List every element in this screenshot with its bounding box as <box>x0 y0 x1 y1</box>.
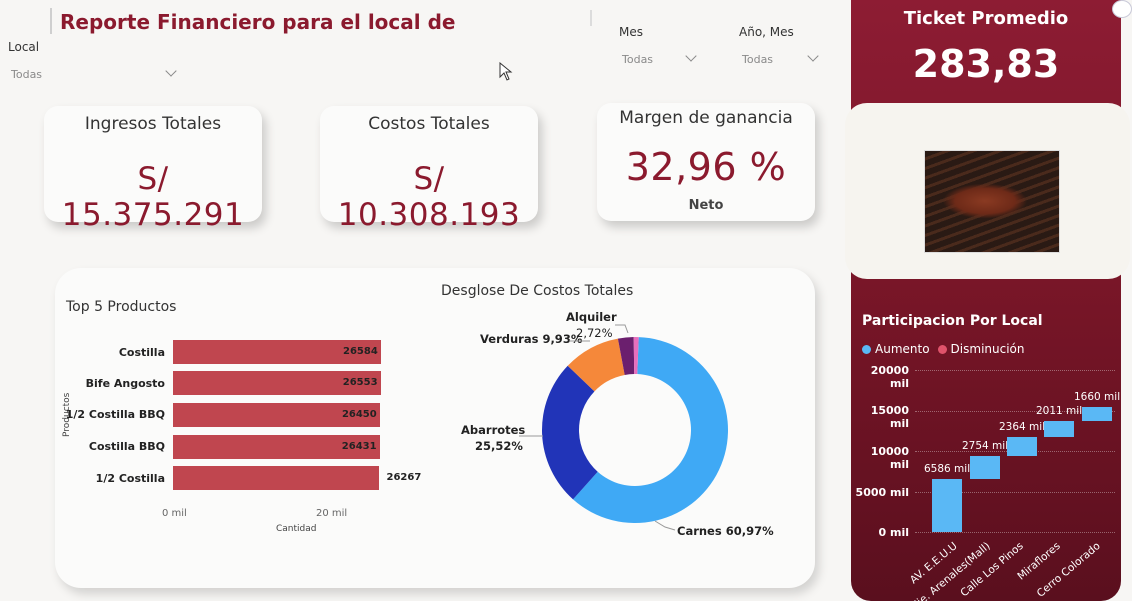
donut-label-verduras: Verduras 9,93% <box>480 332 583 346</box>
waterfall-value-label: 2364 mil <box>999 421 1046 434</box>
mes-slicer-value[interactable]: Todas <box>622 53 654 66</box>
legend-decrease-marker <box>937 344 947 354</box>
bar[interactable] <box>173 435 380 459</box>
donut-slice-verduras[interactable] <box>567 338 625 392</box>
bar[interactable] <box>173 371 381 395</box>
local-slicer-value[interactable]: Todas <box>11 68 43 81</box>
x-tick-label: 20 mil <box>316 508 348 519</box>
chevron-down-icon[interactable] <box>165 65 177 77</box>
kpi-title: Margen de ganancia <box>619 108 793 128</box>
right-panel <box>851 0 1121 601</box>
bottom-panel <box>55 268 815 588</box>
anio-mes-slicer-label: Año, Mes <box>739 25 794 39</box>
waterfall-value-label: 2754 mil <box>962 440 1009 453</box>
bar-category: 1/2 Costilla <box>95 472 165 485</box>
legend-increase: Aumento <box>875 342 930 356</box>
bar-category: Costilla BBQ <box>88 440 165 453</box>
donut-slice-alquiler[interactable] <box>617 337 635 375</box>
kpi-value: 32,96 % <box>625 145 787 189</box>
donut-label-carnes: Carnes 60,97% <box>677 524 774 538</box>
donut-label-alquiler: Alquiler <box>566 310 617 324</box>
mes-slicer[interactable]: Mes Todas <box>619 25 704 71</box>
bar[interactable] <box>173 340 381 364</box>
donut-slice-carnes[interactable] <box>573 337 728 523</box>
top5-title: Top 5 Productos <box>66 299 177 315</box>
donut-slice-abarrotes[interactable] <box>542 365 598 500</box>
waterfall-bar[interactable] <box>932 478 962 532</box>
donut-label-alquiler-pct: 2,72% <box>576 326 613 340</box>
costs-breakdown-title: Desglose De Costos Totales <box>441 283 634 299</box>
page-title: Reporte Financiero para el local de <box>60 10 456 34</box>
bar-value-label: 26431 <box>341 441 377 452</box>
legend: Aumento Disminución <box>862 342 1025 356</box>
waterfall-value-label: 6586 mil <box>924 462 971 475</box>
chevron-down-icon[interactable] <box>685 50 697 62</box>
grid-line <box>915 492 1115 493</box>
bar[interactable] <box>173 403 380 427</box>
donut-label-abarrotes-pct: 25,52% <box>475 439 523 453</box>
waterfall-bar[interactable] <box>970 456 1000 479</box>
waterfall-value-label: 2011 mil <box>1036 404 1083 417</box>
y-tick-label: 15000 mil <box>870 404 909 430</box>
participacion-title: Participacion Por Local <box>862 313 1043 329</box>
local-slicer-label: Local <box>8 40 40 54</box>
kpi-card-margen: Margen de ganancia 32,96 % Neto <box>597 103 815 221</box>
settings-icon[interactable] <box>1112 0 1132 18</box>
kpi-card-ingresos: Ingresos Totales S/ 15.375.291 <box>44 106 262 233</box>
kpi-value: S/ 15.375.291 <box>61 161 245 233</box>
bar-category: 1/2 Costilla BBQ <box>65 408 165 421</box>
donut-slice-otros[interactable] <box>633 337 639 375</box>
bar-value-label: 26267 <box>386 472 422 483</box>
ticket-value: 283,83 <box>912 42 1060 86</box>
chevron-down-icon[interactable] <box>807 50 819 62</box>
legend-increase-marker <box>862 344 871 354</box>
grid-line <box>915 532 1115 533</box>
kpi-title: Ingresos Totales <box>84 114 222 134</box>
cursor-icon <box>499 61 513 86</box>
bar[interactable] <box>173 466 379 490</box>
y-tick-label: 10000 mil <box>870 445 909 471</box>
local-slicer[interactable]: Local Todas <box>8 40 183 86</box>
waterfall-value-label: 1660 mil <box>1074 391 1121 404</box>
kpi-card-costos: Costos Totales S/ 10.308.193 <box>320 106 538 233</box>
bar-value-label: 26584 <box>343 346 378 357</box>
y-tick-label: 0 mil <box>878 526 910 539</box>
bar-value-label: 26450 <box>341 409 377 420</box>
title-divider <box>50 8 52 34</box>
top5-xlabel: Cantidad <box>276 524 317 534</box>
bar-category: Bife Angosto <box>85 377 165 390</box>
steak-image <box>924 150 1060 253</box>
mes-slicer-label: Mes <box>619 25 643 39</box>
header-divider <box>590 10 592 26</box>
costs-donut-chart <box>542 337 728 523</box>
y-tick-label: 20000 mil <box>870 364 909 390</box>
kpi-value: S/ 10.308.193 <box>337 161 521 233</box>
waterfall-bar[interactable] <box>1044 420 1074 438</box>
x-tick-label: 0 mil <box>162 508 187 519</box>
anio-mes-slicer[interactable]: Año, Mes Todas <box>739 25 824 71</box>
grid-line <box>915 370 1115 371</box>
bar-value-label: 26553 <box>342 377 378 388</box>
grid-line <box>915 411 1115 412</box>
bar-category: Costilla <box>118 346 165 359</box>
donut-label-abarrotes: Abarrotes <box>461 423 526 437</box>
anio-mes-slicer-value[interactable]: Todas <box>742 53 774 66</box>
legend-decrease: Disminución <box>950 342 1025 356</box>
ticket-title: Ticket Promedio <box>903 8 1069 29</box>
waterfall-bar[interactable] <box>1082 407 1112 421</box>
y-tick-label: 5000 mil <box>855 486 909 499</box>
kpi-title: Costos Totales <box>368 114 490 134</box>
kpi-subtitle: Neto <box>688 198 724 213</box>
waterfall-bar[interactable] <box>1007 437 1037 457</box>
